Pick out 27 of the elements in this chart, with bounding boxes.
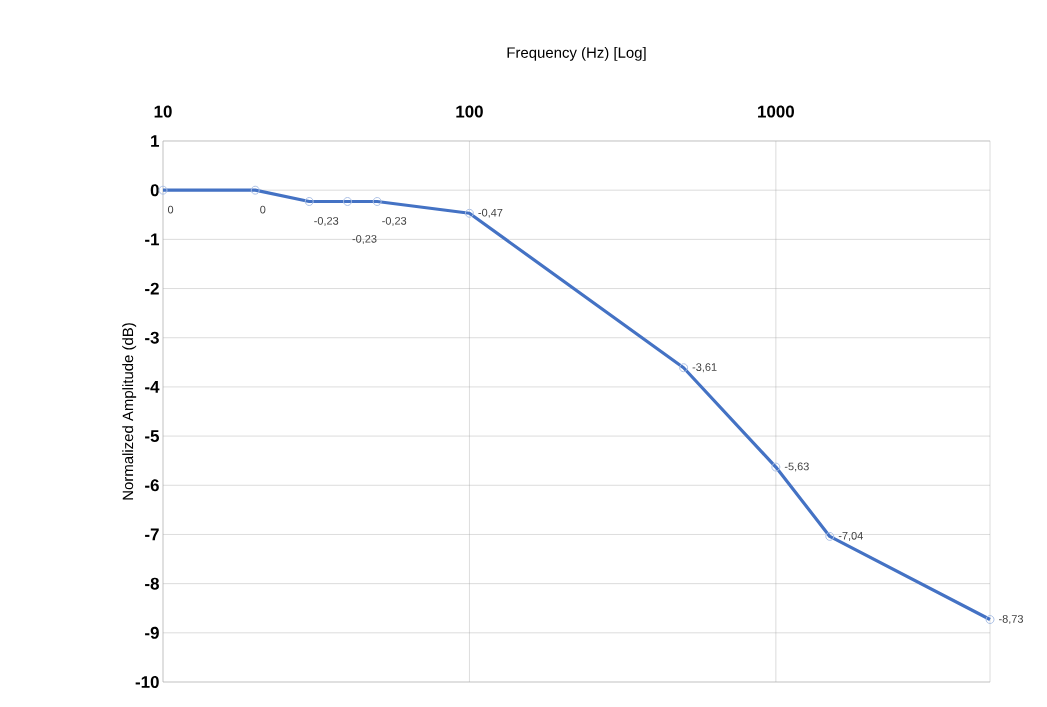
data-label: -5,63 — [784, 462, 809, 472]
y-tick-label: -3 — [145, 331, 159, 344]
x-tick-label: 1000 — [758, 105, 794, 118]
data-label: -8,73 — [999, 615, 1024, 625]
y-tick-label: -8 — [145, 577, 159, 590]
data-label: -0,23 — [314, 216, 339, 227]
data-label: -7,04 — [838, 531, 863, 541]
y-tick-label: -10 — [135, 676, 159, 688]
y-axis-title: Normalized Amplitude (dB) — [122, 323, 137, 500]
x-tick-label: 10 — [154, 105, 172, 118]
data-label: -3,61 — [692, 363, 717, 373]
y-tick-label: -5 — [145, 430, 160, 442]
y-tick-label: 0 — [150, 184, 159, 197]
y-tick-label: 1 — [151, 135, 160, 147]
data-label: 0 — [260, 205, 266, 214]
data-label: -0,47 — [478, 208, 503, 218]
y-tick-label: -6 — [145, 479, 159, 492]
data-label: -0,23 — [382, 216, 407, 227]
x-axis-title: Frequency (Hz) [Log] — [507, 46, 646, 61]
y-tick-label: -7 — [145, 528, 159, 541]
x-tick-label: 100 — [456, 105, 483, 118]
y-tick-label: -9 — [145, 626, 159, 639]
y-tick-label: -4 — [145, 381, 160, 393]
y-tick-label: -1 — [145, 233, 160, 246]
data-label: 0 — [167, 205, 174, 214]
data-label: -0,23 — [352, 234, 377, 244]
y-tick-label: -2 — [145, 282, 159, 295]
